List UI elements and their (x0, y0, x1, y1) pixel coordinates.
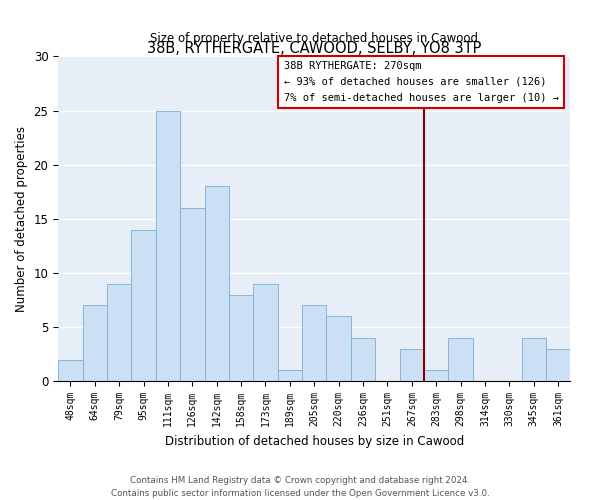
Text: Size of property relative to detached houses in Cawood: Size of property relative to detached ho… (150, 32, 478, 45)
Bar (131, 230, 156, 381)
Bar (351, 338, 375, 381)
Bar (253, 284, 278, 381)
Bar (229, 294, 253, 381)
Bar (424, 370, 448, 381)
Y-axis label: Number of detached properties: Number of detached properties (15, 126, 28, 312)
Bar (156, 110, 180, 381)
Bar (278, 370, 302, 381)
Bar (58, 360, 83, 381)
Bar (205, 186, 229, 381)
Bar (448, 338, 473, 381)
X-axis label: Distribution of detached houses by size in Cawood: Distribution of detached houses by size … (164, 434, 464, 448)
Bar (546, 348, 571, 381)
Bar (302, 306, 326, 381)
Text: Contains HM Land Registry data © Crown copyright and database right 2024.
Contai: Contains HM Land Registry data © Crown c… (110, 476, 490, 498)
Bar (326, 316, 351, 381)
Bar (180, 208, 205, 381)
Bar (400, 348, 424, 381)
Text: 38B RYTHERGATE: 270sqm
← 93% of detached houses are smaller (126)
7% of semi-det: 38B RYTHERGATE: 270sqm ← 93% of detached… (284, 62, 559, 102)
Bar (107, 284, 131, 381)
Bar (521, 338, 546, 381)
Bar (83, 306, 107, 381)
Title: 38B, RYTHERGATE, CAWOOD, SELBY, YO8 3TP: 38B, RYTHERGATE, CAWOOD, SELBY, YO8 3TP (147, 42, 481, 56)
